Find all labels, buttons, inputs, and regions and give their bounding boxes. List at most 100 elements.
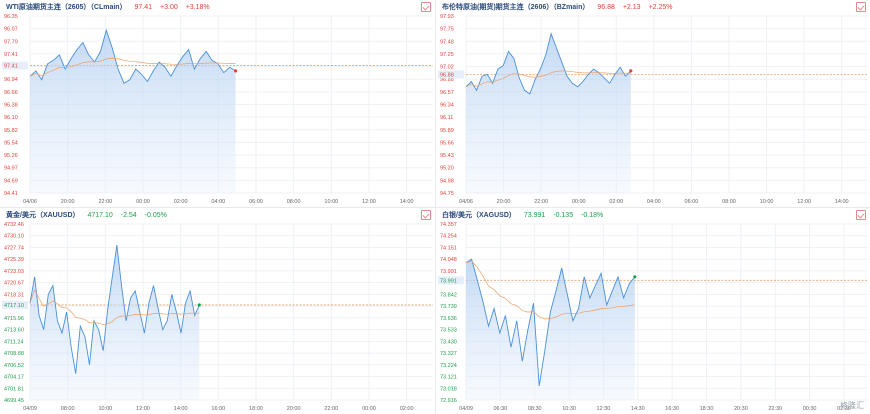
y-tick-label: 94.98 — [440, 178, 454, 184]
y-tick-label: 97.48 — [440, 39, 454, 45]
x-tick-label: 12:30 — [597, 406, 611, 412]
y-tick-label: 97.75 — [440, 27, 454, 33]
instrument-name: WTI原油期货主连（2605）（CLmain） — [6, 4, 127, 11]
y-tick-label: 95.66 — [440, 140, 454, 146]
x-tick-label: 10:30 — [562, 406, 576, 412]
y-tick-label: 94.41 — [4, 191, 18, 197]
y-tick-label: 4701.81 — [4, 386, 24, 392]
y-tick-label: 95.82 — [4, 128, 18, 134]
x-tick-label: 06:30 — [493, 406, 507, 412]
y-tick-label: 4708.88 — [4, 351, 24, 357]
chart-settings-icon[interactable] — [421, 210, 431, 220]
chart-settings-icon[interactable] — [421, 2, 431, 12]
price-line — [29, 28, 236, 84]
y-tick-label: 74.254 — [440, 234, 457, 240]
y-tick-label: 73.224 — [440, 363, 457, 369]
price-change-pct: -0.05% — [144, 212, 167, 219]
y-tick-label: 97.02 — [440, 65, 454, 71]
x-tick-label: 00:00 — [136, 199, 150, 205]
x-tick-label: 00:00 — [362, 406, 376, 412]
x-tick-label: 14:30 — [631, 406, 645, 412]
price-change: -2.54 — [120, 212, 137, 219]
chart-panel-wti[interactable]: 96.3596.0797.7997.4197.2296.9496.6696.38… — [0, 0, 435, 207]
price-area — [466, 33, 631, 194]
x-tick-label: 12:00 — [362, 199, 376, 205]
x-tick-label: 08:00 — [61, 406, 75, 412]
y-tick-label: 4727.74 — [4, 245, 24, 251]
x-tick-label: 02:30 — [837, 406, 851, 412]
y-tick-label: 4715.96 — [4, 316, 24, 322]
chart-panel-gold[interactable]: 4732.46 4730.10 4727.74 4725.39 4723.03 4720.… — [0, 208, 435, 414]
x-tick-label: 08:00 — [722, 199, 736, 205]
price-chart: 4732.46 4730.10 4727.74 4725.39 4723.03 4720.… — [2, 222, 433, 412]
x-tick-label: 20:30 — [734, 406, 748, 412]
x-tick-label: 10:00 — [324, 199, 338, 205]
current-price-tag-text: 97.41 — [4, 64, 18, 70]
chart-panel-silver[interactable]: 74.35774.25474.15174.04873.99173.94573.8… — [436, 208, 870, 414]
y-tick-label: 73.636 — [440, 316, 457, 322]
panel-header: WTI原油期货主连（2605）（CLmain） 97.41 +3.00 +3.1… — [6, 3, 210, 12]
y-tick-label: 96.66 — [4, 90, 18, 96]
y-tick-label: 4725.39 — [4, 257, 24, 263]
panel-header: 白银/美元（XAGUSD） 73.991 -0.135 -0.18% — [442, 211, 603, 220]
y-tick-label: 4730.10 — [4, 234, 24, 240]
y-tick-label: 4718.31 — [4, 292, 24, 298]
price-line — [465, 258, 636, 386]
panel-header: 布伦特原油(期货)期货主连（2606）（BZmain） 96.88 +2.13 … — [442, 3, 672, 12]
current-price-tag — [438, 276, 464, 285]
y-tick-label: 97.79 — [4, 39, 18, 45]
price-value: 96.88 — [597, 4, 615, 11]
price-area — [30, 30, 236, 194]
x-tick-label: 22:00 — [324, 406, 338, 412]
y-tick-label: 96.88 — [440, 77, 454, 83]
y-tick-label: 73.533 — [440, 328, 457, 334]
current-price-tag-text: 73.991 — [440, 278, 457, 284]
x-tick-label: 22:00 — [534, 199, 548, 205]
average-line — [29, 57, 236, 77]
x-tick-label: 12:00 — [797, 199, 811, 205]
price-line — [29, 245, 200, 374]
price-value: 97.41 — [134, 4, 153, 11]
price-chart: 97.9397.7597.4897.2597.0296.8896.5796.34… — [438, 14, 868, 205]
x-tick-label: 02:00 — [400, 406, 414, 412]
y-tick-label: 73.018 — [440, 386, 457, 392]
x-tick-label: 16:00 — [211, 406, 225, 412]
price-change-pct: +3.18% — [185, 4, 210, 11]
watermark-logo: 格隆汇 — [840, 401, 864, 410]
current-price-tag-text: 4717.10 — [4, 303, 24, 309]
x-tick-label: 04:00 — [211, 199, 225, 205]
x-tick-label: 08:30 — [528, 406, 542, 412]
x-tick-label: 20:00 — [287, 406, 301, 412]
current-price-tag — [2, 61, 28, 70]
current-price-tag — [2, 300, 28, 309]
instrument-name: 白银/美元（XAGUSD） — [442, 212, 516, 219]
price-change: +2.13 — [622, 4, 641, 11]
y-tick-label: 95.43 — [440, 153, 454, 159]
y-tick-label: 74.151 — [440, 245, 457, 251]
panel-header: 黄金/美元（XAUUSD） 4717.10 -2.54 -0.05% — [6, 211, 167, 220]
x-tick-label: 06:00 — [685, 199, 699, 205]
x-tick-label: 00:30 — [803, 406, 817, 412]
price-change-pct: +2.25% — [648, 4, 673, 11]
x-tick-label: 12:00 — [136, 406, 150, 412]
chart-settings-icon[interactable] — [856, 2, 866, 12]
x-tick-label: 14:00 — [835, 199, 849, 205]
y-tick-label: 96.38 — [4, 103, 18, 109]
price-area — [466, 259, 635, 400]
x-tick-label: 22:00 — [98, 199, 112, 205]
y-tick-label: 95.54 — [4, 140, 18, 146]
x-tick-label: 20:00 — [497, 199, 511, 205]
y-tick-label: 96.07 — [4, 27, 18, 33]
y-tick-label: 73.739 — [440, 304, 457, 310]
y-tick-label: 72.916 — [440, 398, 457, 404]
x-tick-label: 02:00 — [609, 199, 623, 205]
last-price-dot — [233, 69, 238, 73]
horizontal-divider — [0, 207, 870, 208]
chart-settings-icon[interactable] — [856, 210, 866, 220]
instrument-name: 黄金/美元（XAUUSD） — [6, 212, 80, 219]
y-tick-label: 4704.17 — [4, 375, 24, 381]
y-tick-label: 74.357 — [440, 222, 457, 228]
chart-panel-brent[interactable]: 97.93 97.75 97.48 97.25 97.02 96.88 96.57 96.34… — [436, 0, 870, 207]
x-tick-label: 04:00 — [647, 199, 661, 205]
y-tick-label: 4711.24 — [4, 339, 23, 345]
